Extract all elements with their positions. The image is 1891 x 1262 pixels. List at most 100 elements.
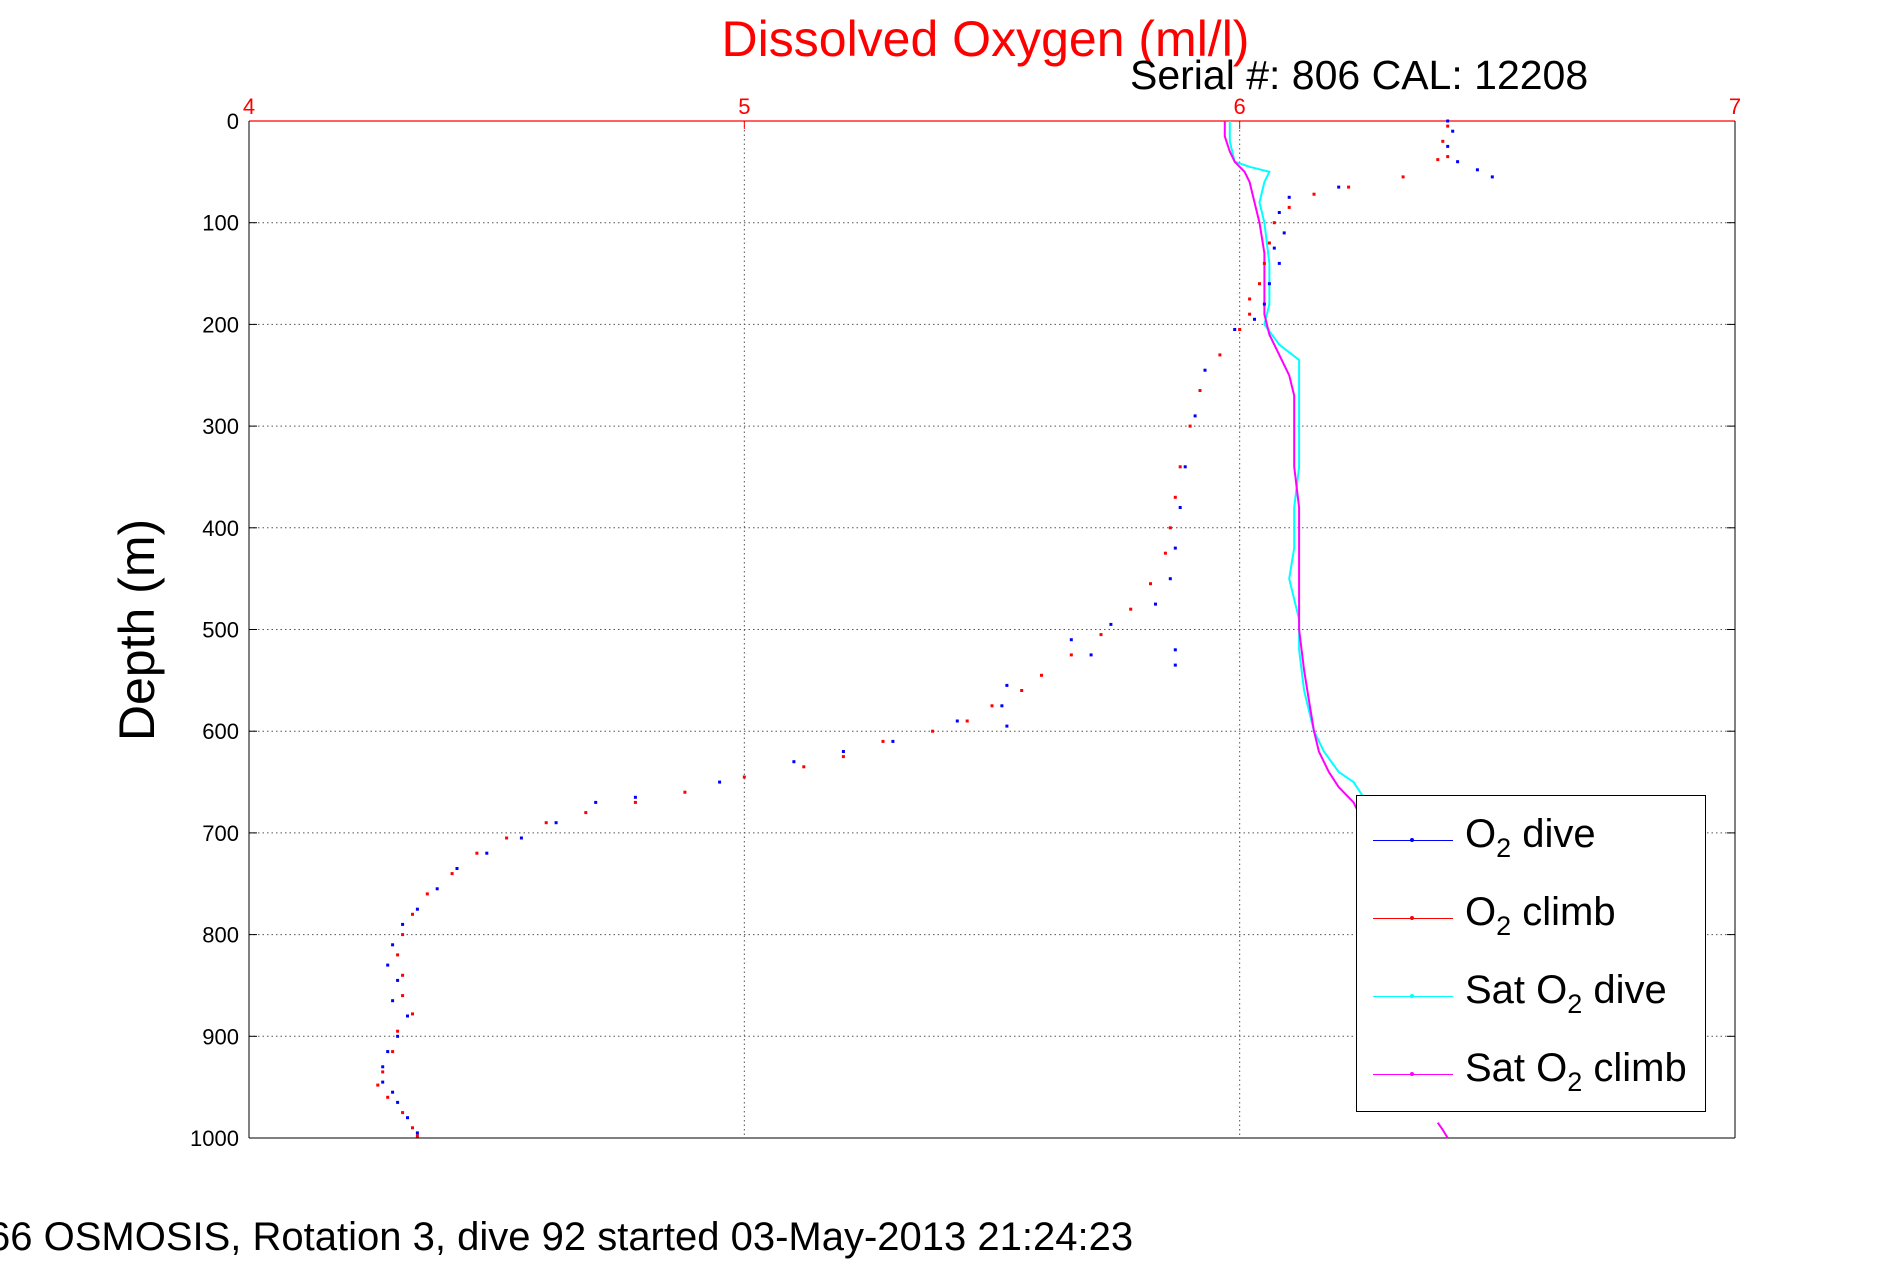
y-axis-label: Depth (m)	[109, 518, 165, 742]
data-point	[1282, 231, 1286, 235]
data-point	[891, 739, 895, 743]
chart-title: Dissolved Oxygen (ml/l)	[721, 11, 1250, 67]
data-point	[584, 811, 588, 815]
data-point	[381, 1065, 385, 1069]
series-line	[1228, 121, 1375, 849]
data-point	[1262, 261, 1266, 265]
series-line	[1223, 121, 1375, 849]
data-point	[415, 1134, 419, 1138]
y-tick-label: 1000	[190, 1126, 239, 1151]
data-point	[1248, 297, 1252, 301]
data-point	[1154, 602, 1157, 606]
data-point	[1178, 506, 1182, 509]
data-point	[1168, 526, 1172, 530]
data-point	[411, 1126, 414, 1130]
tick-labels: 4 5 6 7 0 100 200 300 400 500 600 700 800 900 1000	[190, 94, 1741, 1151]
data-point	[633, 795, 637, 799]
data-point	[718, 780, 722, 784]
axes	[248, 120, 1736, 1139]
data-point	[401, 933, 405, 937]
data-point	[381, 1080, 385, 1084]
data-point	[554, 821, 558, 825]
data-point	[1000, 704, 1004, 708]
data-point	[792, 760, 796, 764]
data-point	[425, 892, 429, 896]
legend-label: O2 climb	[1465, 890, 1616, 941]
data-point	[1267, 241, 1271, 245]
data-point	[1193, 414, 1197, 418]
data-point	[386, 963, 390, 967]
data-point	[1456, 160, 1460, 164]
data-point	[1040, 673, 1043, 677]
data-point	[881, 739, 885, 743]
data-point	[396, 1034, 400, 1038]
data-point	[544, 821, 548, 825]
data-point	[1183, 465, 1187, 469]
legend: O2 dive O2 climb Sat O2 dive Sat O2 clim…	[1356, 795, 1706, 1112]
y-tick-label: 700	[202, 821, 239, 846]
y-tick-label: 900	[202, 1024, 239, 1049]
data-point	[1149, 582, 1152, 586]
data-point	[1248, 312, 1252, 316]
data-point	[1238, 328, 1242, 331]
data-point	[1451, 129, 1455, 133]
data-point	[1262, 302, 1266, 306]
y-tick-label: 200	[202, 312, 239, 337]
data-point	[1312, 192, 1316, 196]
legend-marker	[1410, 1072, 1414, 1076]
data-point	[1475, 168, 1479, 172]
data-point	[1446, 155, 1450, 159]
data-point	[1446, 124, 1450, 128]
data-point	[683, 790, 687, 794]
legend-item-o2-climb: O2 climb	[1357, 882, 1705, 942]
data-point	[1446, 119, 1450, 123]
series-o2-dive	[381, 119, 1494, 1135]
x-tick-label: 7	[1729, 94, 1741, 119]
y-tick-label: 600	[202, 719, 239, 744]
y-tick-label: 400	[202, 516, 239, 541]
data-point	[1258, 282, 1261, 286]
data-point	[1287, 195, 1291, 199]
series-o2-climb	[376, 124, 1450, 1138]
data-point	[1267, 282, 1271, 286]
y-tick-label: 300	[202, 414, 239, 439]
data-point	[1178, 465, 1182, 469]
data-point	[955, 719, 959, 723]
data-point	[396, 1100, 400, 1104]
series-sat-o2-climb	[1223, 121, 1375, 849]
legend-label: Sat O2 climb	[1465, 1046, 1687, 1097]
series-sat-o2-dive	[1228, 121, 1375, 849]
data-point	[505, 836, 509, 840]
data-point	[931, 729, 935, 733]
legend-label: Sat O2 dive	[1465, 968, 1667, 1019]
data-point	[1272, 246, 1276, 250]
data-point	[594, 800, 598, 804]
y-tick-label: 0	[227, 109, 239, 134]
data-point	[1401, 175, 1405, 179]
data-point	[475, 851, 479, 855]
data-point	[1188, 424, 1192, 428]
series-tail	[1436, 1122, 1449, 1139]
data-point	[391, 1050, 395, 1054]
data-point	[381, 1070, 385, 1074]
legend-marker	[1410, 838, 1414, 842]
data-point	[401, 994, 405, 998]
data-point	[401, 922, 405, 926]
data-point	[391, 999, 395, 1003]
data-point	[1203, 368, 1207, 372]
data-point	[1099, 633, 1103, 637]
data-point	[1129, 607, 1133, 611]
legend-marker	[1410, 994, 1414, 998]
chart-subtitle: Serial #: 806 CAL: 12208	[1130, 52, 1589, 98]
data-point	[386, 1095, 390, 1099]
data-point	[401, 1111, 405, 1115]
y-tick-label: 100	[202, 211, 239, 236]
legend-item-o2-dive: O2 dive	[1357, 804, 1705, 864]
x-tick-label: 4	[243, 94, 255, 119]
data-point	[406, 1014, 409, 1018]
data-point	[1277, 261, 1281, 265]
data-point	[1218, 353, 1222, 357]
data-point	[455, 867, 459, 870]
data-point	[396, 1029, 400, 1033]
data-point	[391, 1090, 395, 1094]
